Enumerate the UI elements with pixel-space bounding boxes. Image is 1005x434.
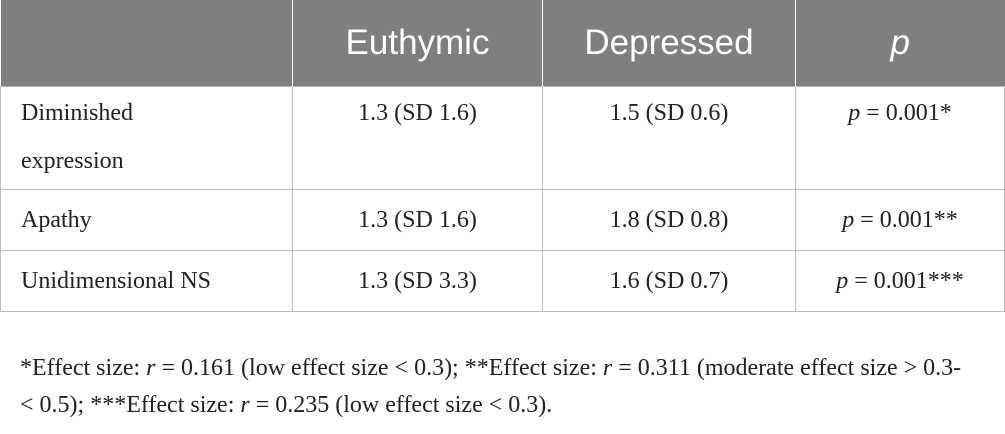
row-label-line2: expression — [21, 148, 124, 174]
cell-depressed: 1.8 (SD 0.8) — [542, 189, 796, 251]
cell-euthymic: 1.3 (SD 3.3) — [292, 250, 543, 312]
footnote-r3: r — [240, 392, 250, 418]
cell-depressed: 1.6 (SD 0.7) — [542, 250, 796, 312]
cell-depressed: 1.5 (SD 0.6) — [542, 86, 796, 190]
p-value: = 0.001*** — [848, 268, 964, 294]
table-footnote: *Effect size: r = 0.161 (low effect size… — [20, 350, 980, 424]
row-label-unidimensional-ns: Unidimensional NS — [0, 250, 293, 312]
table-body: Diminished expression 1.3 (SD 1.6) 1.5 (… — [0, 86, 1005, 312]
row-label-line1: Diminished — [21, 100, 133, 126]
cell-p: p = 0.001* — [795, 86, 1005, 190]
p-value: = 0.001* — [860, 100, 952, 126]
cell-euthymic: 1.3 (SD 1.6) — [292, 86, 543, 190]
header-euthymic: Euthymic — [292, 0, 543, 87]
cell-p: p = 0.001*** — [795, 250, 1005, 312]
row-label-apathy: Apathy — [0, 189, 293, 251]
cell-p: p = 0.001** — [795, 189, 1005, 251]
footnote-r1: r — [146, 355, 156, 381]
cell-euthymic: 1.3 (SD 1.6) — [292, 189, 543, 251]
footnote-part1: *Effect size: — [20, 355, 147, 381]
table-row: Diminished expression 1.3 (SD 1.6) 1.5 (… — [0, 86, 1005, 190]
p-symbol: p — [848, 100, 861, 126]
footnote-part2: = 0.161 (low effect size < 0.3); **Effec… — [155, 355, 603, 381]
results-table-container: Euthymic Depressed p Diminished expressi… — [0, 0, 1005, 312]
table-header: Euthymic Depressed p — [0, 0, 1005, 87]
header-row: Euthymic Depressed p — [0, 0, 1005, 87]
table-row: Apathy 1.3 (SD 1.6) 1.8 (SD 0.8) p = 0.0… — [0, 189, 1005, 251]
footnote-part3: = 0.311 (moderate effect size > 0.3- < 0… — [20, 355, 962, 418]
header-empty-cell — [0, 0, 293, 87]
results-table: Euthymic Depressed p Diminished expressi… — [0, 0, 1005, 312]
p-symbol: p — [836, 268, 849, 294]
p-symbol: p — [842, 207, 855, 233]
footnote-r2: r — [602, 355, 613, 381]
table-row: Unidimensional NS 1.3 (SD 3.3) 1.6 (SD 0… — [0, 250, 1005, 312]
footnote-part4: = 0.235 (low effect size < 0.3). — [249, 392, 553, 418]
p-value: = 0.001** — [854, 207, 958, 233]
row-label-diminished-expression: Diminished expression — [0, 86, 293, 190]
header-depressed: Depressed — [542, 0, 796, 87]
header-p: p — [795, 0, 1005, 87]
